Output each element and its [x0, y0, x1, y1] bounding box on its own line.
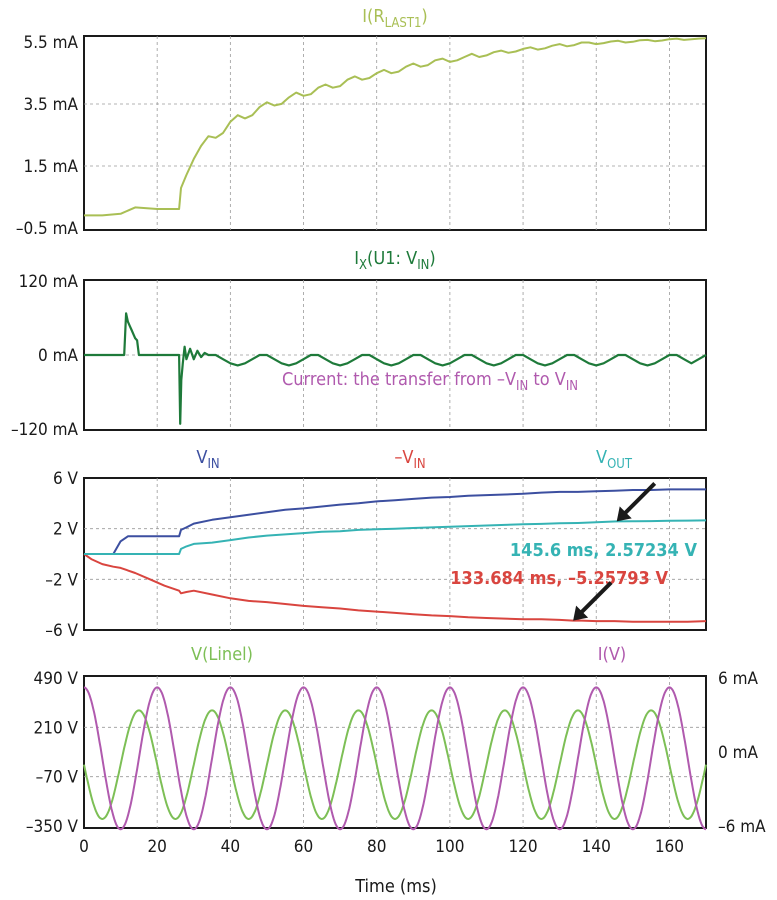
- y-tick-label: –0.5 mA: [16, 219, 79, 239]
- y-tick-label: 3.5 mA: [23, 95, 78, 115]
- y2-tick-label: 0 mA: [718, 743, 758, 763]
- y-tick-label: –120 mA: [11, 420, 79, 440]
- series-line: [83, 686, 707, 831]
- series-line: [84, 37, 707, 217]
- x-tick-labels: 0 20 40 60 80 100 120 140 160: [79, 837, 684, 857]
- series-line: [84, 312, 707, 425]
- cursor-arrow-head: [573, 605, 589, 621]
- series-line: [84, 519, 707, 555]
- y2-tick-label: –6 mA: [718, 817, 766, 837]
- cursor-arrow-shaft: [577, 581, 613, 617]
- y-tick-label: 6 V: [53, 469, 79, 489]
- x-tick-label: 160: [655, 837, 684, 857]
- y-tick-label: 120 mA: [19, 272, 79, 292]
- panel-4-frame: [83, 675, 707, 829]
- x-tick-label: 120: [508, 837, 537, 857]
- y-tick-label: –70 V: [36, 768, 79, 788]
- series-line: [83, 553, 707, 623]
- legend-vout: VOUT: [596, 447, 633, 472]
- y-tick-label: 210 V: [33, 718, 78, 738]
- x-tick-label: 0: [79, 837, 89, 857]
- x-tick-label: 40: [221, 837, 240, 857]
- x-axis-label: Time (ms): [354, 876, 437, 897]
- series-line: [84, 488, 706, 555]
- legend-vin: VIN: [196, 447, 219, 472]
- y-tick-label: 490 V: [33, 669, 78, 689]
- x-tick-label: 60: [294, 837, 313, 857]
- x-tick-label: 80: [367, 837, 386, 857]
- y-tick-label: –350 V: [26, 817, 79, 837]
- cursor-label-vout: 145.6 ms, 2.57234 V: [510, 540, 698, 561]
- y2-tick-label: 6 mA: [718, 669, 758, 689]
- panel-2-title: IX(U1: VIN): [354, 248, 435, 273]
- y-tick-label: 1.5 mA: [23, 157, 78, 177]
- gridlines: [84, 36, 706, 828]
- series-traces: [83, 37, 707, 831]
- legend-neg-vin: –VIN: [394, 447, 425, 472]
- panel-1-title: I(RLAST1): [362, 6, 428, 31]
- x-tick-label: 20: [147, 837, 166, 857]
- y-tick-label: –2 V: [45, 570, 78, 590]
- y-tick-label: –6 V: [45, 621, 78, 641]
- y-tick-label: 0 mA: [38, 346, 78, 366]
- y-tick-labels: 5.5 mA 3.5 mA 1.5 mA –0.5 mA 120 mA 0 mA –120 …: [11, 33, 766, 837]
- legend-vline: V(Linel): [191, 644, 253, 665]
- y-tick-label: 5.5 mA: [23, 33, 78, 53]
- legend-iv: I(V): [598, 644, 627, 665]
- cursor-arrows: [573, 482, 657, 621]
- series-line: [83, 709, 707, 820]
- panel-2-annotation: Current: the transfer from –VIN to VIN: [282, 369, 578, 394]
- y-tick-label: 2 V: [53, 520, 79, 540]
- cursor-arrow-shaft: [621, 482, 657, 517]
- x-tick-label: 100: [435, 837, 464, 857]
- panel-1-frame: [83, 35, 707, 231]
- cursor-label-neg-vin: 133.684 ms, –5.25793 V: [450, 568, 668, 589]
- cursor-arrow-head: [616, 506, 632, 522]
- x-tick-label: 140: [582, 837, 611, 857]
